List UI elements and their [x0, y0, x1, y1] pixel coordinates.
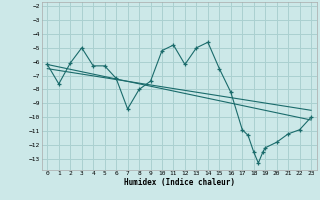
X-axis label: Humidex (Indice chaleur): Humidex (Indice chaleur)	[124, 178, 235, 187]
